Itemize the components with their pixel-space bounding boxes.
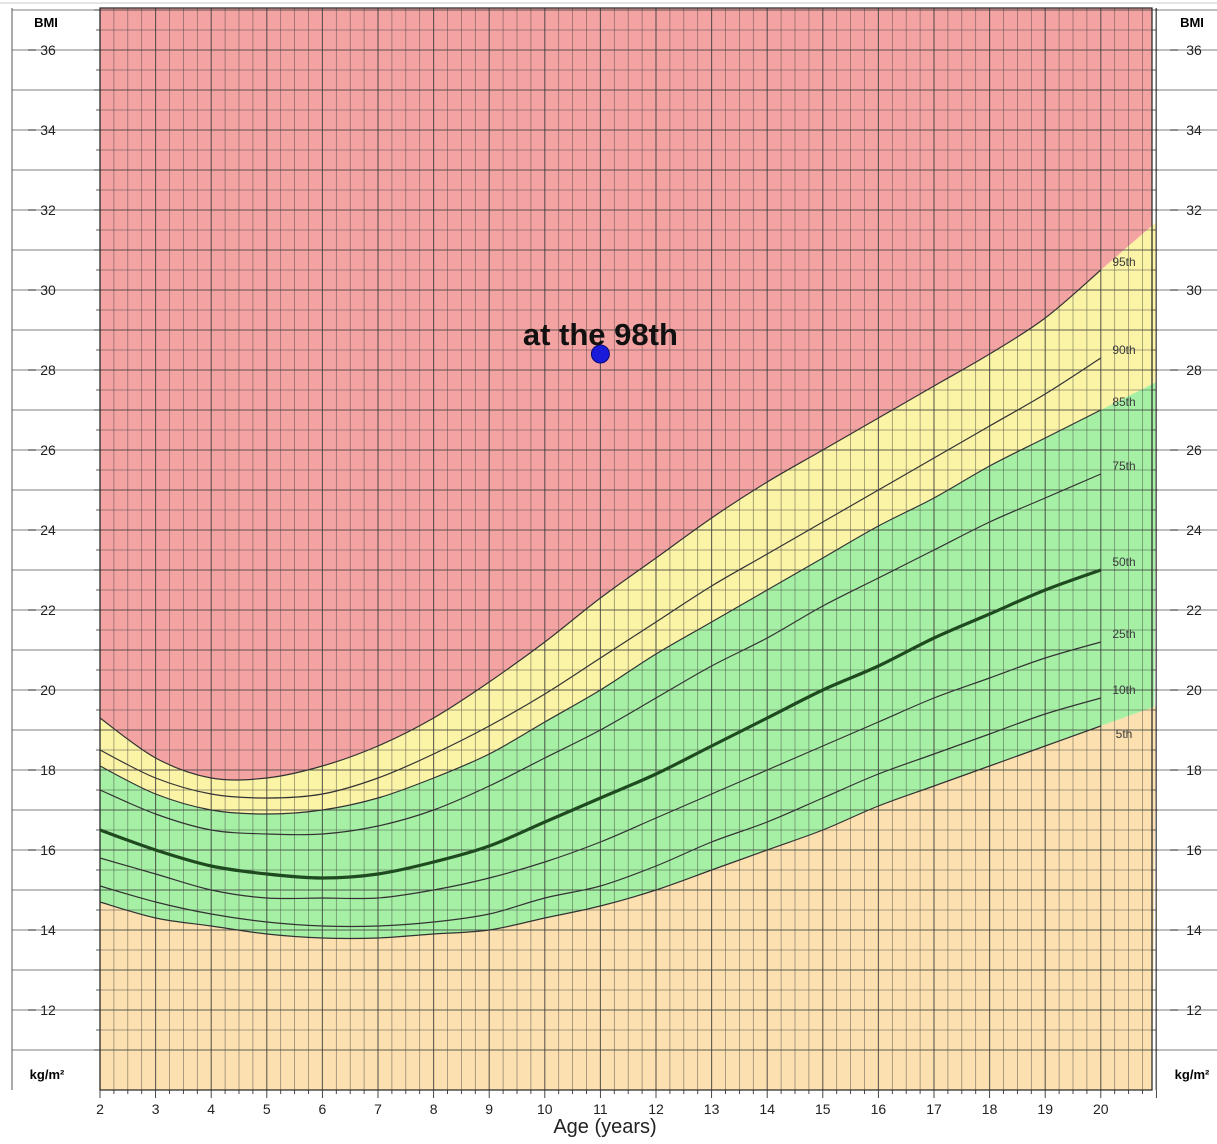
x-tick-label-17: 17: [926, 1101, 942, 1117]
x-tick-label-12: 12: [648, 1101, 664, 1117]
y-tick-label-left-34: 34: [40, 122, 56, 138]
x-tick-label-14: 14: [759, 1101, 775, 1117]
x-tick-label-9: 9: [485, 1101, 493, 1117]
y-axis-unit-left: kg/m²: [30, 1067, 65, 1082]
percentile-label-10th: 10th: [1112, 683, 1135, 697]
y-tick-label-left-22: 22: [40, 602, 56, 618]
y-tick-label-left-20: 20: [40, 682, 56, 698]
y-tick-label-left-24: 24: [40, 522, 56, 538]
x-tick-label-5: 5: [263, 1101, 271, 1117]
y-tick-label-right-24: 24: [1186, 522, 1202, 538]
x-axis-title: Age (years): [553, 1116, 656, 1138]
percentile-label-25th: 25th: [1112, 627, 1135, 641]
y-tick-label-left-36: 36: [40, 42, 56, 58]
percentile-label-85th: 85th: [1112, 395, 1135, 409]
x-tick-label-6: 6: [319, 1101, 327, 1117]
y-tick-label-left-12: 12: [40, 1002, 56, 1018]
percentile-label-75th: 75th: [1112, 459, 1135, 473]
y-tick-label-right-20: 20: [1186, 682, 1202, 698]
patient-bmi-point: [590, 344, 610, 364]
x-tick-label-18: 18: [982, 1101, 998, 1117]
y-tick-label-left-26: 26: [40, 442, 56, 458]
x-tick-label-19: 19: [1037, 1101, 1053, 1117]
x-tick-label-3: 3: [152, 1101, 160, 1117]
y-tick-label-right-28: 28: [1186, 362, 1202, 378]
y-tick-label-right-14: 14: [1186, 922, 1202, 938]
y-tick-label-right-16: 16: [1186, 842, 1202, 858]
percentile-line-90th: [99, 357, 1102, 799]
patient-bmi-point-label: at the 98th: [523, 317, 678, 352]
percentile-line-75th: [99, 473, 1102, 836]
x-tick-label-16: 16: [871, 1101, 887, 1117]
y-tick-label-right-12: 12: [1186, 1002, 1202, 1018]
y-tick-label-left-14: 14: [40, 922, 56, 938]
y-tick-label-left-30: 30: [40, 282, 56, 298]
x-tick-label-13: 13: [704, 1101, 720, 1117]
y-tick-label-left-28: 28: [40, 362, 56, 378]
y-tick-label-right-26: 26: [1186, 442, 1202, 458]
x-tick-label-11: 11: [593, 1101, 608, 1117]
y-tick-label-right-30: 30: [1186, 282, 1202, 298]
y-tick-label-right-18: 18: [1186, 762, 1202, 778]
x-tick-label-7: 7: [374, 1101, 382, 1117]
y-axis-title-left: BMI: [34, 15, 58, 30]
x-tick-label-8: 8: [430, 1101, 438, 1117]
y-tick-label-right-34: 34: [1186, 122, 1202, 138]
y-tick-label-left-16: 16: [40, 842, 56, 858]
x-tick-label-15: 15: [815, 1101, 831, 1117]
percentile-line-85th: [99, 409, 1102, 815]
percentile-label-95th: 95th: [1112, 255, 1135, 269]
percentile-label-50th: 50th: [1112, 555, 1135, 569]
x-tick-label-2: 2: [96, 1101, 104, 1117]
y-tick-label-left-32: 32: [40, 202, 56, 218]
percentile-line-25th: [99, 641, 1101, 900]
y-axis-title-right: BMI: [1180, 15, 1204, 30]
percentile-label-5th: 5th: [1116, 727, 1133, 741]
x-tick-label-10: 10: [537, 1101, 553, 1117]
percentile-label-90th: 90th: [1112, 343, 1135, 357]
x-tick-label-20: 20: [1093, 1101, 1109, 1117]
percentile-line-10th: [99, 697, 1101, 928]
y-axis-unit-right: kg/m²: [1175, 1067, 1210, 1082]
percentile-line-95th: [99, 269, 1102, 781]
grid-lines: [99, 7, 1157, 1091]
percentile-line-50th: [99, 568, 1102, 880]
y-tick-label-left-18: 18: [40, 762, 56, 778]
x-tick-label-4: 4: [207, 1101, 215, 1117]
percentile-line-5th: [99, 725, 1102, 940]
y-tick-label-right-36: 36: [1186, 42, 1202, 58]
y-tick-label-right-32: 32: [1186, 202, 1202, 218]
y-tick-label-right-22: 22: [1186, 602, 1202, 618]
